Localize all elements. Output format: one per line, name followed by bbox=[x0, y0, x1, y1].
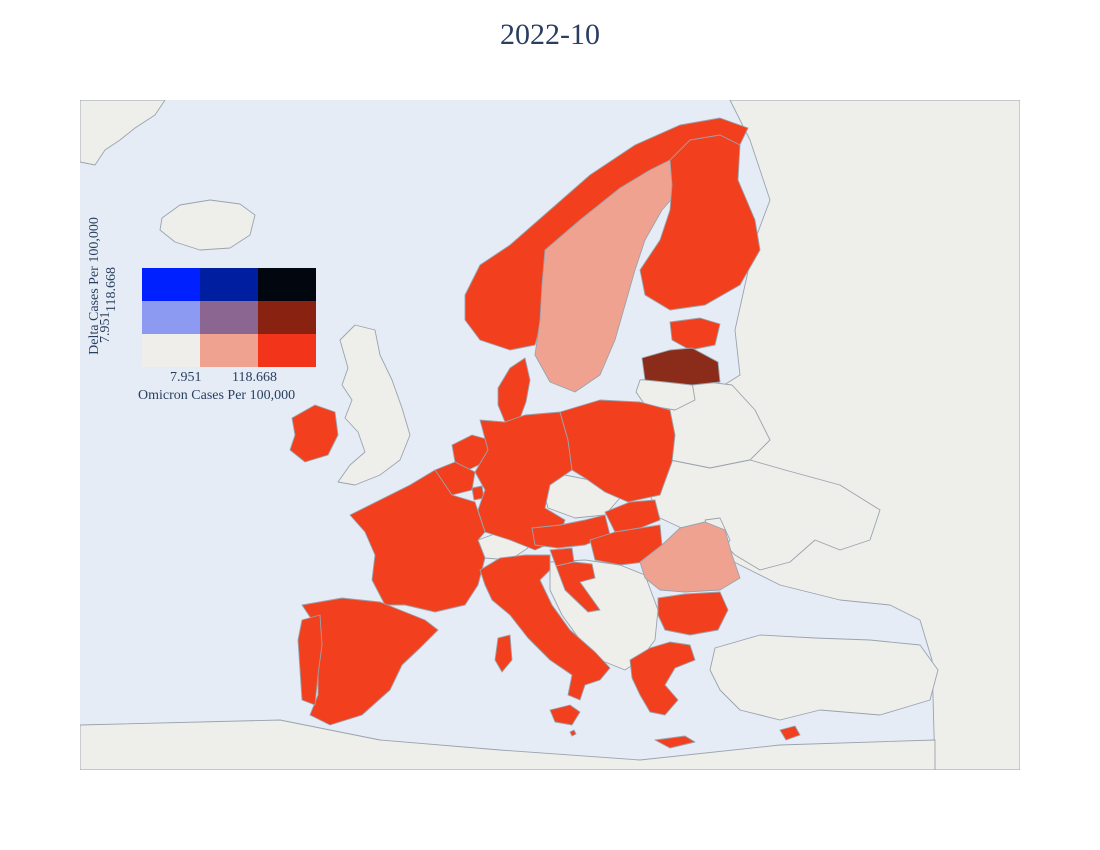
legend-x-tick-low: 7.951 bbox=[170, 370, 202, 385]
legend-cell bbox=[200, 268, 258, 301]
country-croatia[interactable] bbox=[555, 561, 601, 613]
map-title: 2022-10 bbox=[500, 18, 600, 51]
island-sicily[interactable] bbox=[549, 704, 581, 726]
country-estonia[interactable] bbox=[669, 317, 721, 351]
country-cyprus[interactable] bbox=[779, 725, 801, 741]
bivariate-legend: Delta Cases Per 100,000 7.951 118.668 7.… bbox=[87, 217, 328, 410]
country-finland[interactable] bbox=[639, 134, 761, 311]
country-turkey[interactable] bbox=[709, 634, 939, 721]
country-denmark[interactable] bbox=[497, 357, 531, 423]
country-greenland[interactable] bbox=[80, 100, 166, 166]
legend-cell bbox=[200, 301, 258, 334]
legend-cell bbox=[200, 334, 258, 367]
island-crete[interactable] bbox=[654, 735, 696, 749]
choropleth-map[interactable] bbox=[80, 100, 1020, 770]
legend-cell bbox=[142, 301, 200, 334]
legend-cell bbox=[258, 334, 316, 367]
country-portugal[interactable] bbox=[297, 614, 323, 706]
legend-y-tick-low: 7.951 bbox=[98, 311, 113, 344]
legend-y-tick-high: 118.668 bbox=[104, 267, 119, 312]
legend-cell bbox=[142, 334, 200, 367]
north-africa[interactable] bbox=[80, 719, 936, 770]
country-united-kingdom[interactable] bbox=[337, 324, 411, 486]
country-latvia[interactable] bbox=[641, 347, 721, 386]
legend-cell bbox=[258, 301, 316, 334]
country-romania[interactable] bbox=[639, 521, 741, 593]
country-italy[interactable] bbox=[479, 554, 611, 701]
legend-x-axis-label: Omicron Cases Per 100,000 bbox=[138, 388, 296, 403]
country-ukraine[interactable] bbox=[649, 459, 881, 571]
legend-x-tick-high: 118.668 bbox=[232, 370, 277, 385]
country-bulgaria[interactable] bbox=[657, 591, 729, 636]
country-malta[interactable] bbox=[569, 729, 577, 737]
country-iceland[interactable] bbox=[159, 199, 256, 251]
country-greece[interactable] bbox=[629, 641, 696, 716]
country-poland[interactable] bbox=[559, 399, 676, 503]
country-ireland[interactable] bbox=[289, 404, 339, 463]
legend-cell bbox=[258, 268, 316, 301]
legend-cell bbox=[142, 268, 200, 301]
island-sardinia[interactable] bbox=[494, 634, 513, 673]
legend-y-axis-label: Delta Cases Per 100,000 bbox=[87, 217, 102, 355]
country-sweden[interactable] bbox=[534, 159, 681, 393]
map-svg[interactable] bbox=[80, 100, 1020, 770]
